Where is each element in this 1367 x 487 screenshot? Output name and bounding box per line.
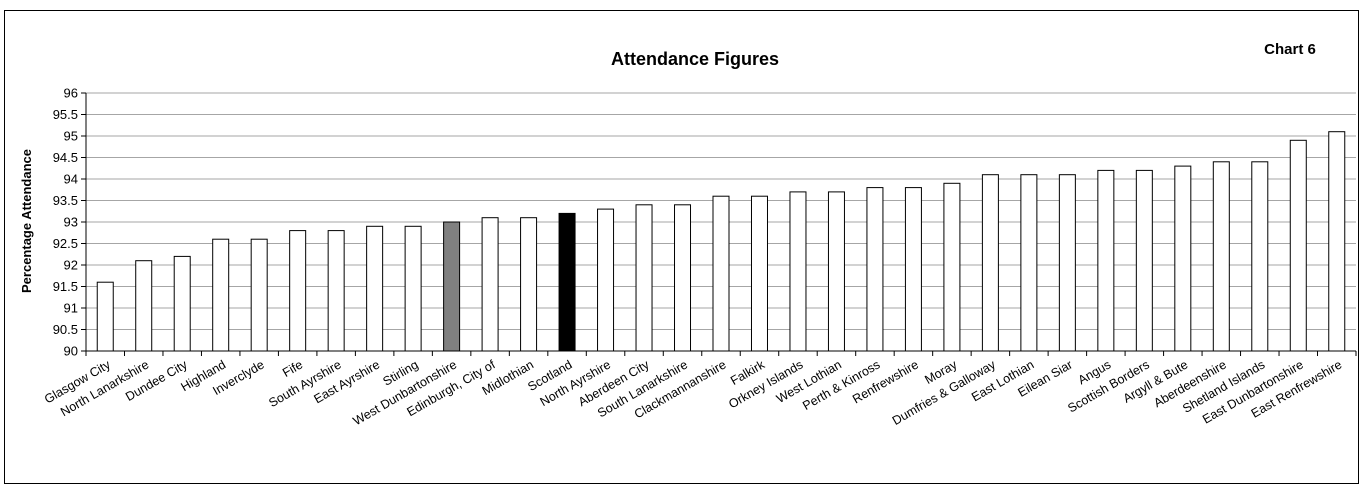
y-tick-label: 90 — [64, 344, 78, 359]
bar-fife — [289, 230, 307, 352]
bar-aberdeenshire — [1212, 161, 1230, 352]
y-tick-label: 92 — [64, 258, 78, 273]
bar-east-lothian — [1020, 174, 1038, 352]
bar-east-renfrewshire — [1328, 131, 1346, 352]
y-tick-label: 91 — [64, 301, 78, 316]
bar-eilean-siar — [1058, 174, 1076, 352]
bar-north-ayrshire — [597, 208, 615, 352]
bar-chart: 9090.59191.59292.59393.59494.59595.596Gl… — [19, 41, 1357, 428]
bars — [96, 131, 1346, 352]
bar-renfrewshire — [904, 187, 922, 352]
bar-south-lanarkshire — [674, 204, 692, 352]
x-category-label: Fife — [280, 357, 305, 380]
y-tick-label: 96 — [64, 86, 78, 101]
bar-east-dunbartonshire — [1289, 139, 1307, 352]
y-tick-label: 95.5 — [53, 107, 78, 122]
y-tick-label: 92.5 — [53, 236, 78, 251]
bar-edinburgh-city-of — [481, 217, 499, 352]
bar-west-dunbartonshire — [443, 221, 461, 352]
bar-west-lothian — [827, 191, 845, 352]
bar-clackmannanshire — [712, 195, 730, 352]
bar-east-ayrshire — [366, 225, 384, 352]
bar-glasgow-city — [96, 281, 114, 352]
y-tick-label: 95 — [64, 129, 78, 144]
bar-stirling — [404, 225, 422, 352]
bar-scotland — [558, 212, 576, 352]
y-tick-label: 93.5 — [53, 193, 78, 208]
chart-frame: 90 90.5 91 91.5 92 92.5 93 93.5 94 94.5 95 95.5 96 Gl… — [4, 10, 1359, 484]
bar-perth-kinross — [866, 187, 884, 352]
y-tick-label: 94 — [64, 172, 78, 187]
bar-inverclyde — [250, 238, 268, 352]
bar-moray — [943, 182, 961, 352]
y-axis-label: Percentage Attendance — [19, 149, 34, 293]
chart-title: Attendance Figures — [611, 49, 779, 69]
bar-midlothian — [520, 217, 538, 352]
bar-argyll-bute — [1174, 165, 1192, 352]
chart-number-label: Chart 6 — [1264, 41, 1316, 58]
bar-highland — [212, 238, 230, 352]
bar-angus — [1097, 169, 1115, 352]
y-tick-label: 90.5 — [53, 322, 78, 337]
bar-shetland-islands — [1251, 161, 1269, 352]
bar-scottish-borders — [1135, 169, 1153, 352]
bar-falkirk — [750, 195, 768, 352]
bar-orkney-islands — [789, 191, 807, 352]
bar-north-lanarkshire — [135, 260, 153, 352]
y-tick-label: 93 — [64, 215, 78, 230]
bar-dundee-city — [173, 255, 191, 352]
bar-aberdeen-city — [635, 204, 653, 352]
y-tick-label: 94.5 — [53, 150, 78, 165]
axes: 9090.59191.59292.59393.59494.59595.596Gl… — [42, 86, 1357, 428]
y-tick-label: 91.5 — [53, 279, 78, 294]
bar-dumfries-galloway — [981, 174, 999, 352]
bar-south-ayrshire — [327, 230, 345, 352]
